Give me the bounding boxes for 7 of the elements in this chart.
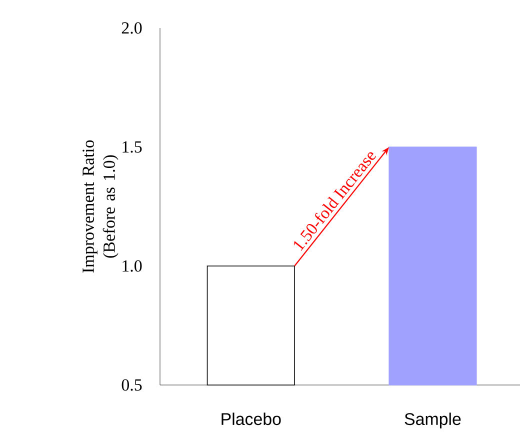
y-tick-label: 2.0 <box>122 22 142 34</box>
y-axis-title: Improvement Ratio (Before as 1.0) <box>82 140 118 273</box>
x-tick-label: Placebo <box>222 412 281 426</box>
x-tick-label: Sample <box>404 412 461 428</box>
y-tick-label: 0.5 <box>122 379 142 391</box>
y-tick-label: 1.5 <box>122 141 142 153</box>
y-tick-label: 1.0 <box>122 260 142 272</box>
